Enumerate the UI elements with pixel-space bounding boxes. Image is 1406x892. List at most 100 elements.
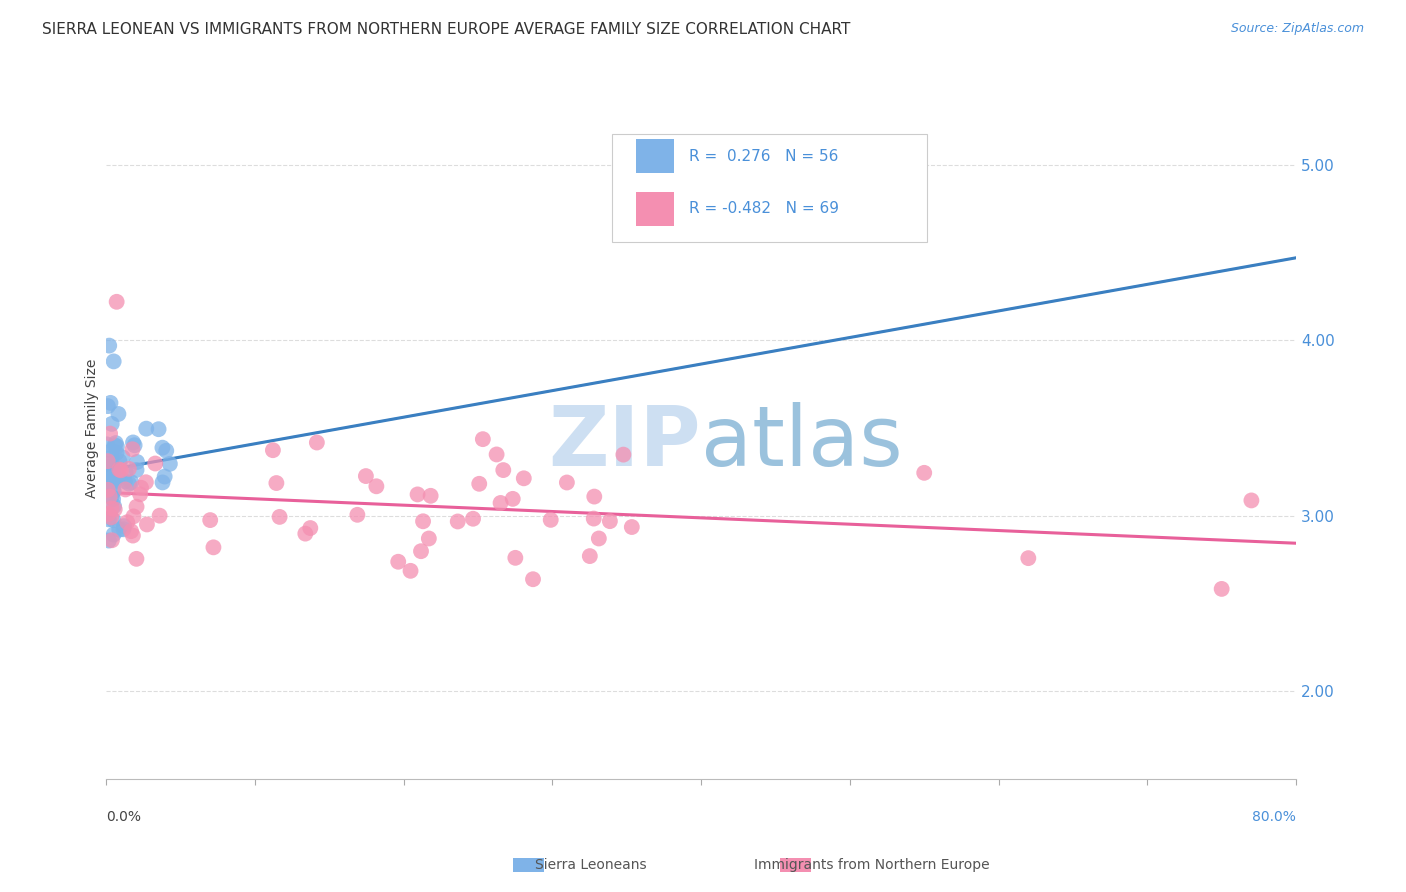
Point — [117, 515, 139, 529]
Point — [125, 551, 148, 566]
Point — [366, 479, 388, 493]
Point — [522, 572, 544, 586]
Point — [485, 447, 508, 461]
Point — [354, 469, 377, 483]
Point — [620, 520, 643, 534]
Point — [502, 491, 524, 506]
Text: R =  0.276   N = 56: R = 0.276 N = 56 — [689, 149, 838, 164]
Point — [97, 533, 120, 548]
Point — [122, 509, 145, 524]
Point — [103, 513, 125, 527]
Point — [406, 487, 429, 501]
Point — [447, 515, 470, 529]
Point — [112, 519, 135, 533]
Point — [135, 422, 157, 436]
Point — [104, 502, 127, 516]
Point — [346, 508, 368, 522]
Point — [153, 469, 176, 483]
Point — [101, 459, 124, 474]
Point — [103, 499, 125, 513]
Point — [103, 354, 125, 368]
Point — [471, 432, 494, 446]
Point — [100, 450, 122, 465]
Point — [120, 524, 142, 538]
Point — [103, 484, 125, 499]
Point — [409, 544, 432, 558]
Point — [110, 463, 132, 477]
Point — [387, 555, 409, 569]
Text: Source: ZipAtlas.com: Source: ZipAtlas.com — [1230, 22, 1364, 36]
Point — [112, 522, 135, 536]
Point — [104, 475, 127, 489]
Point — [419, 489, 441, 503]
Point — [108, 462, 131, 476]
Point — [489, 496, 512, 510]
Point — [96, 457, 118, 471]
Point — [98, 426, 121, 441]
Point — [104, 471, 127, 485]
Point — [299, 521, 322, 535]
Point — [104, 436, 127, 450]
Point — [97, 399, 120, 413]
Point — [152, 441, 174, 455]
Point — [583, 490, 606, 504]
Text: SIERRA LEONEAN VS IMMIGRANTS FROM NORTHERN EUROPE AVERAGE FAMILY SIZE CORRELATIO: SIERRA LEONEAN VS IMMIGRANTS FROM NORTHE… — [42, 22, 851, 37]
Text: ZIP: ZIP — [548, 401, 702, 483]
Point — [100, 501, 122, 516]
Point — [96, 473, 118, 487]
Point — [111, 450, 134, 465]
Point — [135, 475, 157, 490]
Point — [121, 442, 143, 457]
Point — [513, 471, 536, 485]
Point — [96, 482, 118, 496]
Point — [578, 549, 600, 563]
Point — [262, 443, 284, 458]
Text: Sierra Leoneans: Sierra Leoneans — [534, 858, 647, 872]
Point — [468, 476, 491, 491]
FancyBboxPatch shape — [636, 139, 673, 174]
Point — [97, 454, 120, 468]
Point — [100, 444, 122, 458]
Point — [101, 533, 124, 548]
Point — [103, 527, 125, 541]
Point — [100, 510, 122, 524]
Point — [97, 483, 120, 497]
Point — [305, 435, 328, 450]
Point — [125, 500, 148, 514]
Point — [149, 508, 172, 523]
Text: atlas: atlas — [702, 401, 903, 483]
Point — [129, 481, 152, 495]
Point — [97, 507, 120, 521]
Point — [107, 468, 129, 483]
Point — [461, 512, 484, 526]
Point — [100, 490, 122, 504]
Point — [103, 438, 125, 452]
Point — [120, 475, 142, 490]
Point — [100, 460, 122, 475]
Text: Immigrants from Northern Europe: Immigrants from Northern Europe — [754, 858, 990, 872]
Point — [202, 541, 225, 555]
Point — [492, 463, 515, 477]
Point — [505, 550, 527, 565]
Point — [97, 464, 120, 478]
Point — [100, 396, 122, 410]
Point — [1240, 493, 1263, 508]
Point — [399, 564, 422, 578]
Point — [159, 457, 181, 471]
Text: 0.0%: 0.0% — [107, 810, 141, 824]
Point — [105, 294, 128, 309]
Point — [98, 476, 121, 491]
Point — [582, 511, 605, 525]
Point — [1017, 551, 1039, 566]
Y-axis label: Average Family Size: Average Family Size — [86, 359, 100, 498]
Point — [612, 448, 634, 462]
Point — [100, 417, 122, 431]
Point — [155, 443, 177, 458]
Point — [103, 483, 125, 498]
Point — [114, 465, 136, 479]
Point — [418, 532, 440, 546]
Point — [107, 407, 129, 421]
Point — [125, 463, 148, 477]
Point — [114, 475, 136, 489]
Point — [105, 439, 128, 453]
